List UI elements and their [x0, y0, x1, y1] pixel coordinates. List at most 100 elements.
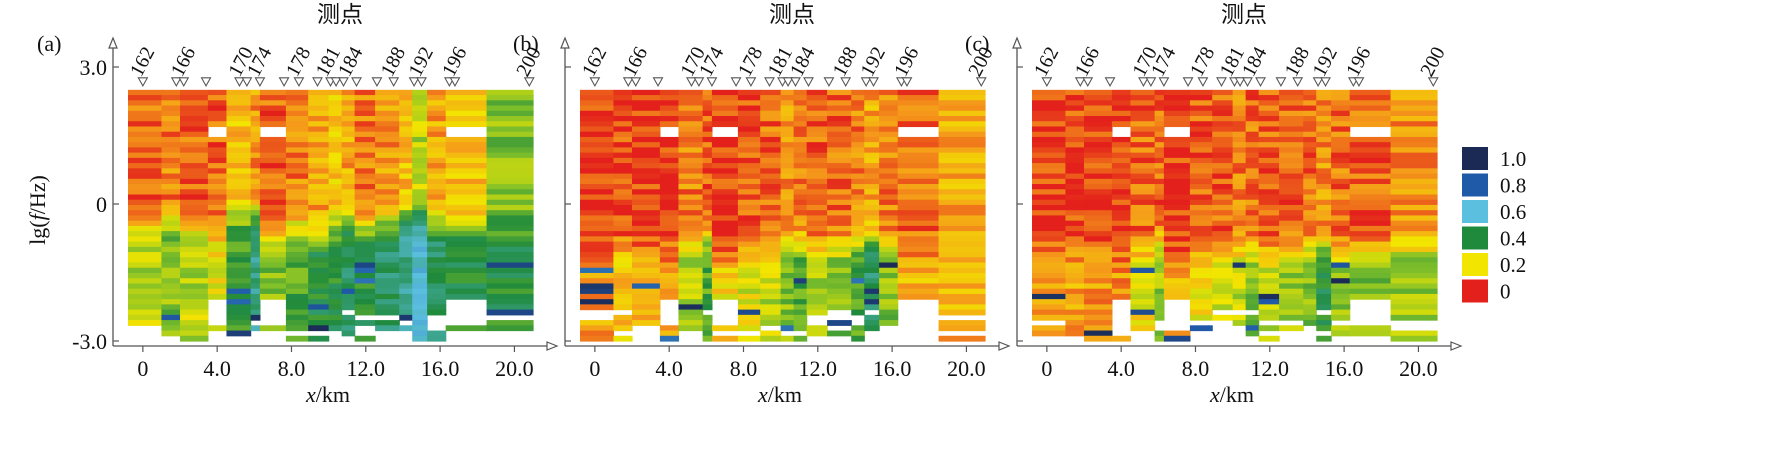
heatmap-cell — [226, 116, 252, 122]
heatmap-cell — [341, 110, 356, 117]
heatmap-cell — [1279, 95, 1304, 101]
heatmap-cell — [445, 152, 488, 159]
heatmap-cell — [897, 147, 940, 154]
heatmap-cell — [780, 299, 795, 305]
heatmap-cell — [427, 252, 447, 258]
heatmap-cell — [711, 105, 739, 112]
heatmap-cell — [486, 178, 534, 185]
x-tick-label: 0 — [589, 356, 600, 381]
heatmap-cell — [1245, 163, 1260, 169]
heatmap-cell — [1331, 152, 1351, 159]
heatmap-cell — [486, 168, 534, 175]
heatmap-cell — [760, 299, 782, 305]
heatmap-cell — [308, 184, 330, 190]
heatmap-cell — [1349, 89, 1392, 96]
heatmap-cell — [341, 278, 356, 285]
heatmap-cell — [1032, 105, 1067, 112]
heatmap-cell — [879, 89, 899, 96]
heatmap-cell — [259, 184, 287, 190]
heatmap-cell — [1189, 89, 1213, 96]
heatmap-cell — [864, 110, 880, 117]
heatmap-cell — [1212, 121, 1234, 128]
heatmap-cell — [328, 325, 343, 332]
heatmap-cell — [737, 142, 761, 148]
heatmap-cell — [308, 100, 330, 107]
heatmap-cell — [1349, 152, 1392, 159]
heatmap-cell — [580, 121, 615, 128]
heatmap-cell — [1111, 163, 1132, 169]
heatmap-cell — [412, 272, 428, 279]
heatmap-cell — [827, 116, 852, 122]
heatmap-cell — [226, 330, 252, 337]
heatmap-cell — [250, 157, 261, 164]
heatmap-cell — [1154, 215, 1165, 222]
heatmap-cell — [1163, 204, 1191, 211]
heatmap-cell — [1163, 246, 1191, 253]
heatmap-cell — [760, 126, 782, 133]
heatmap-cell — [1303, 142, 1317, 148]
heatmap-cell — [1163, 163, 1191, 169]
heatmap-cell — [613, 231, 633, 237]
heatmap-cell — [1163, 241, 1191, 248]
heatmap-cell — [328, 95, 343, 101]
heatmap-cell — [806, 210, 828, 217]
heatmap-cell — [1065, 189, 1085, 196]
heatmap-cell — [1130, 157, 1156, 164]
heatmap-cell — [1032, 330, 1067, 337]
heatmap-cell — [864, 293, 880, 300]
heatmap-cell — [1154, 236, 1165, 243]
heatmap-cell — [308, 267, 330, 274]
heatmap-cell — [412, 210, 428, 217]
heatmap-cell — [632, 210, 661, 217]
heatmap-cell — [1303, 288, 1317, 295]
heatmap-cell — [1212, 194, 1234, 201]
heatmap-cell — [207, 267, 228, 274]
heatmap-cell — [632, 116, 661, 122]
heatmap-cell — [1316, 246, 1332, 253]
heatmap-cell — [1032, 157, 1067, 164]
heatmap-cell — [354, 157, 376, 164]
heatmap-cell — [1349, 231, 1392, 237]
heatmap-cell — [1189, 194, 1213, 201]
heatmap-cell — [1258, 142, 1280, 148]
heatmap-cell — [1258, 288, 1280, 295]
heatmap-cell — [180, 246, 209, 253]
heatmap-cell — [399, 283, 413, 290]
heatmap-cell — [702, 236, 713, 243]
heatmap-cell — [1084, 89, 1113, 96]
heatmap-cell — [1111, 288, 1132, 295]
heatmap-cell — [399, 252, 413, 258]
heatmap-cell — [1349, 147, 1392, 154]
heatmap-cell — [1245, 293, 1260, 300]
heatmap-cell — [864, 126, 880, 133]
heatmap-cell — [1303, 236, 1317, 243]
station-marker — [523, 77, 535, 87]
station-label: 196 — [1342, 43, 1376, 80]
heatmap-cell — [613, 304, 633, 311]
heatmap-cell — [1303, 173, 1317, 180]
heatmap-cell — [879, 210, 899, 217]
heatmap-cell — [1245, 157, 1260, 164]
heatmap-cell — [1303, 168, 1317, 175]
heatmap-cell — [1032, 116, 1067, 122]
heatmap-cell — [1032, 210, 1067, 217]
heatmap-cell — [1232, 189, 1247, 196]
station-label: 184 — [786, 43, 820, 80]
heatmap-cell — [659, 241, 680, 248]
heatmap-cell — [678, 189, 704, 196]
heatmap-cell — [180, 288, 209, 295]
heatmap-cell — [161, 184, 181, 190]
heatmap-cell — [678, 100, 704, 107]
heatmap-cell — [427, 278, 447, 285]
x-tick-label: 16.0 — [873, 356, 912, 381]
heatmap-cell — [1331, 116, 1351, 122]
heatmap-cell — [1154, 309, 1165, 316]
heatmap-cell — [285, 293, 309, 300]
heatmap-cell — [780, 210, 795, 217]
heatmap-cell — [1258, 231, 1280, 237]
heatmap-cell — [780, 335, 795, 342]
heatmap-cell — [1154, 131, 1165, 138]
heatmap-cell — [354, 215, 376, 222]
heatmap-cell — [827, 246, 852, 253]
heatmap-cell — [1279, 220, 1304, 227]
